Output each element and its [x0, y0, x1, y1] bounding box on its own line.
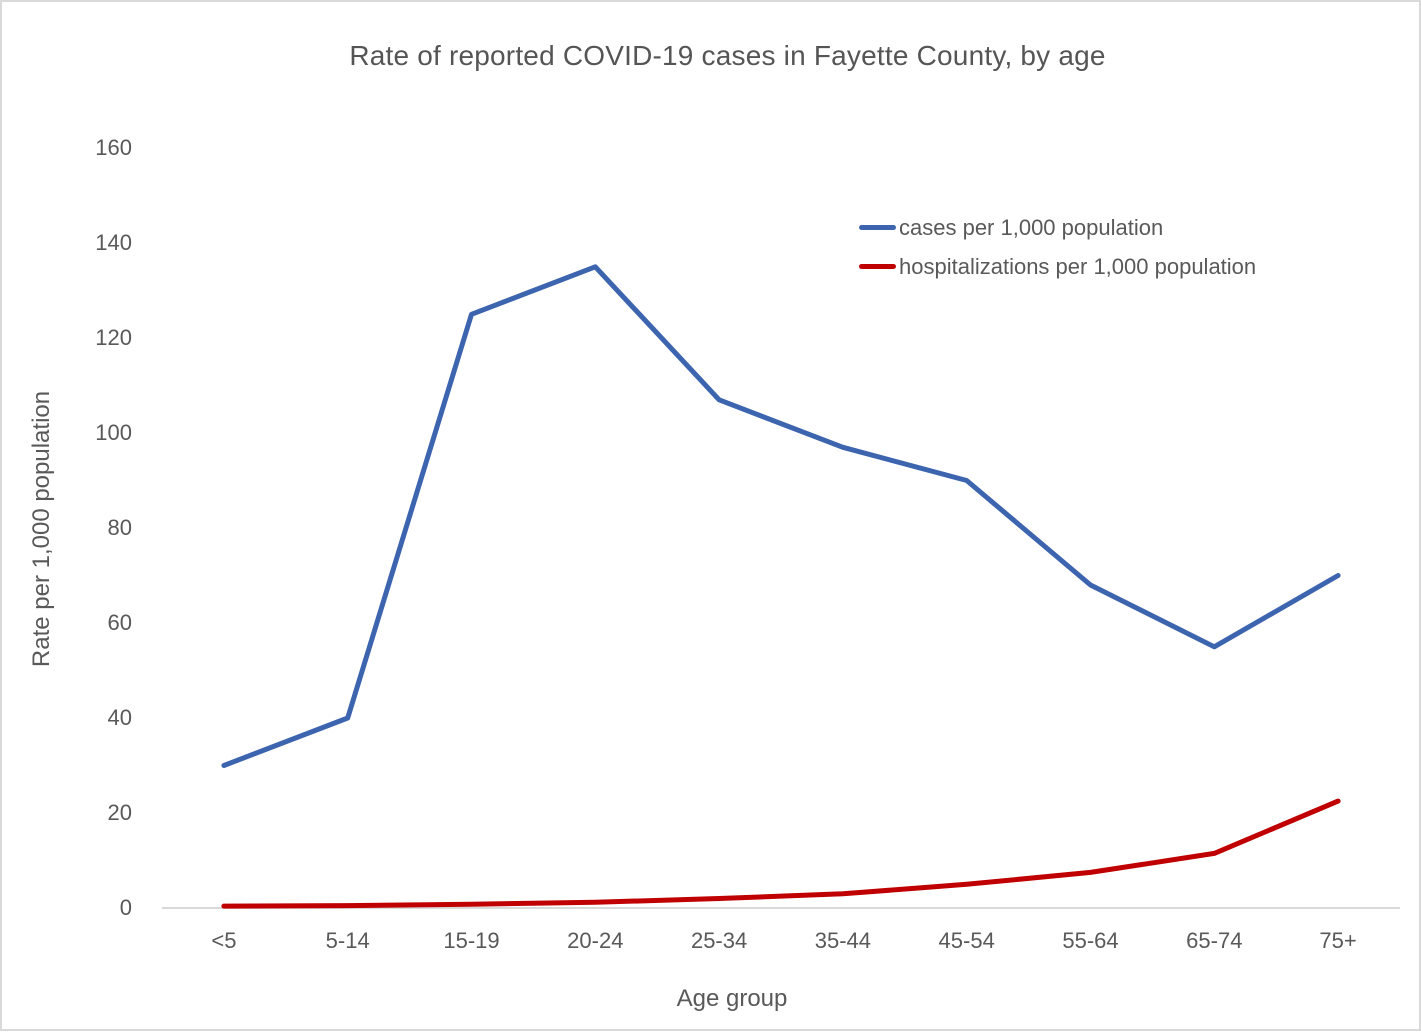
y-tick-label: 140: [95, 230, 132, 255]
y-tick-label: 40: [107, 705, 132, 730]
x-tick-label: <5: [211, 928, 237, 953]
hospitalizations-line: [221, 798, 1341, 909]
x-tick-label: 25-34: [690, 928, 748, 953]
legend-item-cases: cases per 1,000 population: [859, 208, 1256, 247]
cases-line: [221, 264, 1341, 768]
x-tick-label: 45-54: [938, 928, 995, 953]
chart-title: Rate of reported COVID-19 cases in Fayet…: [349, 40, 1106, 71]
x-tick-label: 5-14: [325, 928, 370, 953]
y-axis-title: Rate per 1,000 population: [28, 390, 55, 668]
legend-line-swatch: [859, 264, 896, 269]
y-tick-label: 60: [107, 610, 132, 635]
y-tick-label: 160: [95, 135, 132, 160]
y-tick-label: 0: [119, 895, 132, 920]
x-tick-label: 75+: [1319, 928, 1357, 953]
y-tick-label: 80: [107, 515, 132, 540]
legend: cases per 1,000 population hospitalizatio…: [859, 208, 1256, 286]
y-tick-label: 20: [107, 800, 132, 825]
legend-label: cases per 1,000 population: [899, 214, 1164, 240]
x-tick-label: 15-19: [443, 928, 500, 953]
x-tick-label: 65-74: [1186, 928, 1243, 953]
x-tick-label: 55-64: [1062, 928, 1119, 953]
y-tick-label: 100: [95, 420, 132, 445]
legend-line-swatch: [859, 225, 896, 230]
y-tick-label: 120: [95, 325, 132, 350]
x-axis-title: Age group: [676, 985, 788, 1012]
x-tick-label: 20-24: [567, 928, 624, 953]
legend-item-hospitalizations: hospitalizations per 1,000 population: [859, 247, 1256, 286]
x-tick-label: 35-44: [814, 928, 872, 953]
legend-label: hospitalizations per 1,000 population: [899, 253, 1257, 279]
